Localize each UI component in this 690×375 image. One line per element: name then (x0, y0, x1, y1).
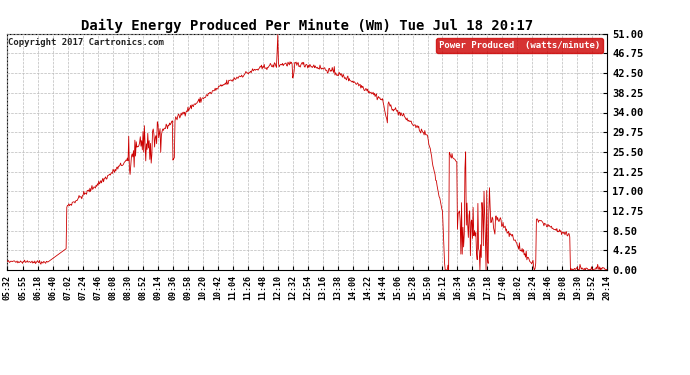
Legend: Power Produced  (watts/minute): Power Produced (watts/minute) (436, 38, 602, 53)
Title: Daily Energy Produced Per Minute (Wm) Tue Jul 18 20:17: Daily Energy Produced Per Minute (Wm) Tu… (81, 18, 533, 33)
Text: Copyright 2017 Cartronics.com: Copyright 2017 Cartronics.com (8, 39, 164, 48)
